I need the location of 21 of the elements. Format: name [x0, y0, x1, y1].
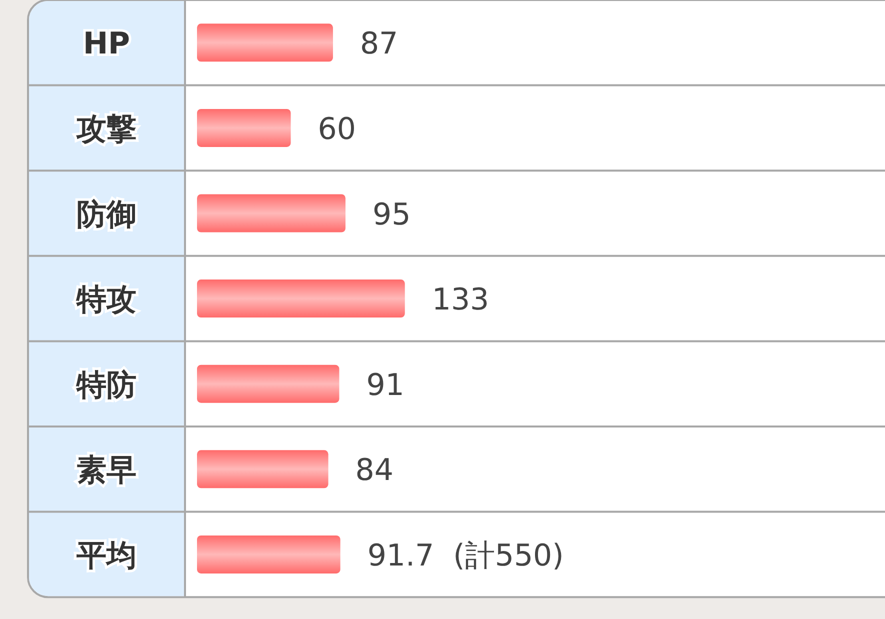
data-label: 95 — [372, 197, 411, 232]
data-label: 91.7 (計550) — [367, 538, 564, 574]
data-label: 133 — [432, 282, 490, 318]
data-label: 87 — [360, 26, 398, 62]
y-tick-label: 特防 — [76, 368, 136, 403]
data-label: 60 — [318, 112, 356, 147]
bar — [197, 108, 291, 147]
bar — [197, 280, 405, 318]
y-tick-label: 素早 — [76, 453, 136, 488]
y-tick-label: 攻撃 — [76, 112, 136, 147]
y-tick-label: 平均 — [76, 538, 136, 574]
y-tick-label: HP — [82, 26, 130, 62]
bar — [197, 24, 333, 62]
bar — [197, 194, 346, 232]
bar — [197, 364, 340, 403]
y-tick-label: 防御 — [76, 197, 136, 232]
bar — [197, 450, 328, 488]
data-label: 91 — [366, 368, 404, 403]
data-label: 84 — [355, 453, 394, 488]
y-tick-label: 特攻 — [76, 282, 136, 318]
bar — [197, 535, 340, 574]
